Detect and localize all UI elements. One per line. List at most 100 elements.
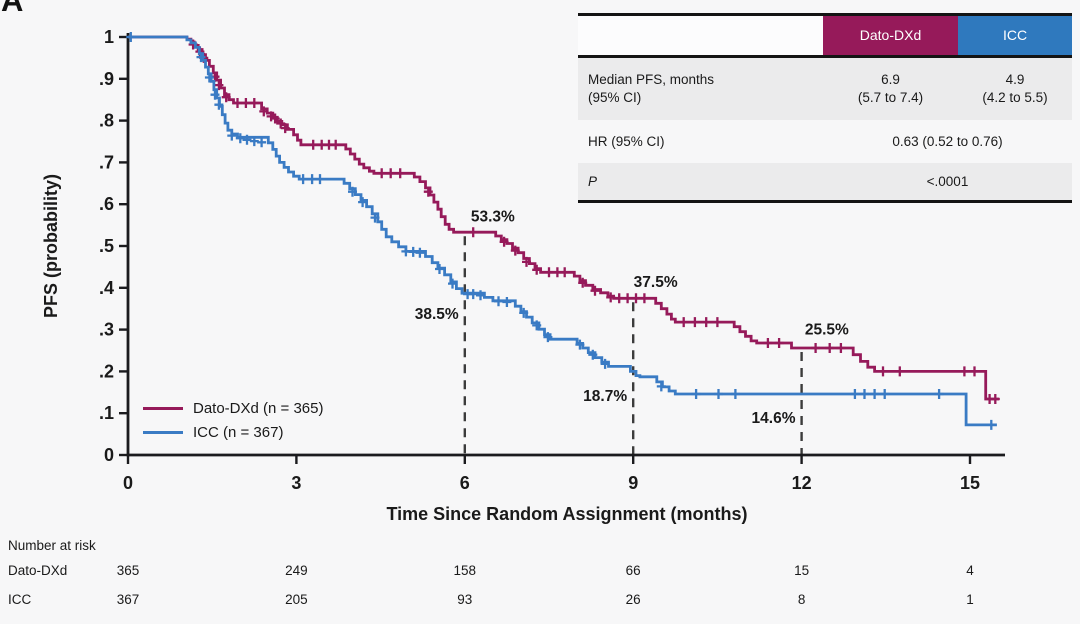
median-pfs-icc-value: 4.9 (4.2 to 5.5)	[958, 71, 1072, 106]
censor-mark-icc	[370, 212, 380, 223]
risk-count-icc-9mo: 26	[625, 592, 641, 607]
censor-mark-icc	[315, 174, 325, 185]
censor-mark-dato	[233, 98, 242, 108]
censor-mark-icc	[468, 289, 478, 300]
hr-value: 0.63 (0.52 to 0.76)	[892, 133, 1003, 149]
x-tick-label: 9	[628, 473, 638, 493]
censor-mark-icc	[502, 297, 512, 307]
p-label: P	[588, 173, 598, 189]
censor-mark-dato	[712, 317, 722, 328]
landmark-label: 25.5%	[805, 322, 849, 339]
x-tick-label: 15	[960, 473, 980, 493]
censor-mark-dato	[895, 366, 905, 377]
y-tick-label: 1	[104, 27, 114, 47]
censor-mark-dato	[270, 113, 280, 124]
censor-mark-dato	[308, 139, 318, 150]
censor-mark-dato	[690, 317, 700, 328]
censor-mark-icc	[227, 130, 237, 141]
censor-mark-dato	[959, 366, 969, 377]
median-icc-ci: (4.2 to 5.5)	[982, 90, 1048, 105]
km-curve-dato	[128, 35, 1000, 401]
censor-mark-icc	[588, 349, 598, 360]
censor-mark-icc	[543, 332, 553, 343]
y-tick-label: .1	[99, 403, 114, 423]
censor-mark-dato	[606, 292, 616, 303]
censor-mark-dato	[774, 338, 784, 348]
censor-mark-icc	[730, 389, 740, 399]
header-cell-icc: ICC	[958, 16, 1072, 55]
censor-mark-dato	[763, 338, 773, 348]
censor-mark-icc	[600, 358, 610, 369]
censor-mark-icc	[249, 136, 259, 147]
censor-mark-icc	[235, 133, 245, 144]
landmark-label: 18.7%	[583, 388, 627, 405]
censor-mark-icc	[691, 389, 701, 399]
censor-mark-icc	[298, 174, 308, 185]
hr-label: HR (95% CI)	[588, 133, 665, 149]
y-tick-label: .3	[99, 320, 114, 340]
risk-row-label-icc: ICC	[8, 592, 32, 607]
risk-count-icc-12mo: 8	[797, 592, 806, 607]
censor-mark-dato	[276, 118, 286, 129]
censor-mark-dato	[631, 293, 641, 304]
median-dato-estimate: 6.9	[881, 72, 900, 88]
censor-mark-icc	[714, 389, 723, 399]
legend-item-icc: ICC (n = 367)	[143, 423, 323, 441]
legend-label-dato: Dato-DXd (n = 365)	[193, 399, 324, 417]
censor-mark-icc	[880, 389, 890, 399]
censor-mark-icc	[196, 52, 206, 63]
median-pfs-label-line2: (95% CI)	[588, 90, 642, 105]
median-pfs-label: Median PFS, months (95% CI)	[578, 64, 823, 113]
censor-mark-dato	[701, 317, 711, 328]
y-tick-label: 0	[104, 445, 114, 465]
censor-mark-icc	[307, 174, 317, 185]
risk-count-dato-6mo: 158	[453, 563, 477, 578]
risk-count-icc-3mo: 205	[285, 592, 308, 607]
y-tick-label: .5	[99, 236, 114, 256]
x-axis-title: Time Since Random Assignment (months)	[386, 504, 747, 524]
landmark-label: 14.6%	[752, 410, 796, 427]
censor-mark-dato	[623, 293, 633, 304]
censor-mark-dato	[259, 106, 269, 117]
censor-mark-dato	[544, 267, 554, 278]
censor-mark-icc	[986, 419, 996, 430]
censor-mark-dato	[377, 168, 387, 179]
x-tick-label: 6	[460, 473, 470, 493]
header-cell-blank	[578, 16, 823, 55]
risk-count-icc-6mo: 93	[457, 592, 473, 607]
censor-mark-icc	[242, 134, 252, 145]
censor-mark-dato	[811, 343, 821, 353]
censor-mark-icc	[519, 307, 529, 318]
median-pfs-row: Median PFS, months (95% CI) 6.9 (5.7 to …	[578, 58, 1072, 120]
censor-mark-dato	[522, 256, 531, 267]
risk-count-icc-0mo: 367	[116, 592, 140, 607]
y-tick-label: .6	[99, 194, 114, 214]
p-value: <.0001	[926, 173, 969, 189]
censor-mark-dato	[214, 80, 224, 91]
y-axis-title: PFS (probability)	[41, 174, 61, 318]
censor-mark-dato	[468, 227, 478, 238]
censor-mark-icc	[494, 296, 503, 307]
risk-count-dato-12mo: 15	[794, 563, 810, 578]
risk-row-icc: ICC 367 205 93 26 8 1	[0, 592, 1080, 610]
censor-mark-dato	[590, 285, 600, 296]
y-tick-label: .4	[99, 278, 114, 298]
censor-mark-dato	[510, 245, 520, 256]
censor-mark-dato	[639, 293, 649, 304]
censor-mark-dato	[679, 317, 689, 328]
legend-line-dato	[143, 406, 183, 410]
median-icc-estimate: 4.9	[1005, 72, 1025, 88]
censor-mark-icc	[210, 89, 220, 100]
landmark-label: 37.5%	[634, 274, 678, 291]
censor-mark-icc	[850, 389, 860, 399]
censor-mark-icc	[348, 186, 357, 197]
censor-mark-dato	[395, 168, 405, 179]
censor-mark-icc	[257, 137, 267, 148]
censor-mark-icc	[870, 389, 880, 399]
censor-mark-icc	[358, 197, 368, 208]
risk-count-dato-3mo: 249	[285, 563, 308, 578]
censor-mark-dato	[423, 186, 433, 197]
number-at-risk-title: Number at risk	[8, 538, 96, 553]
risk-row-label-dato: Dato-DXd	[8, 563, 68, 578]
